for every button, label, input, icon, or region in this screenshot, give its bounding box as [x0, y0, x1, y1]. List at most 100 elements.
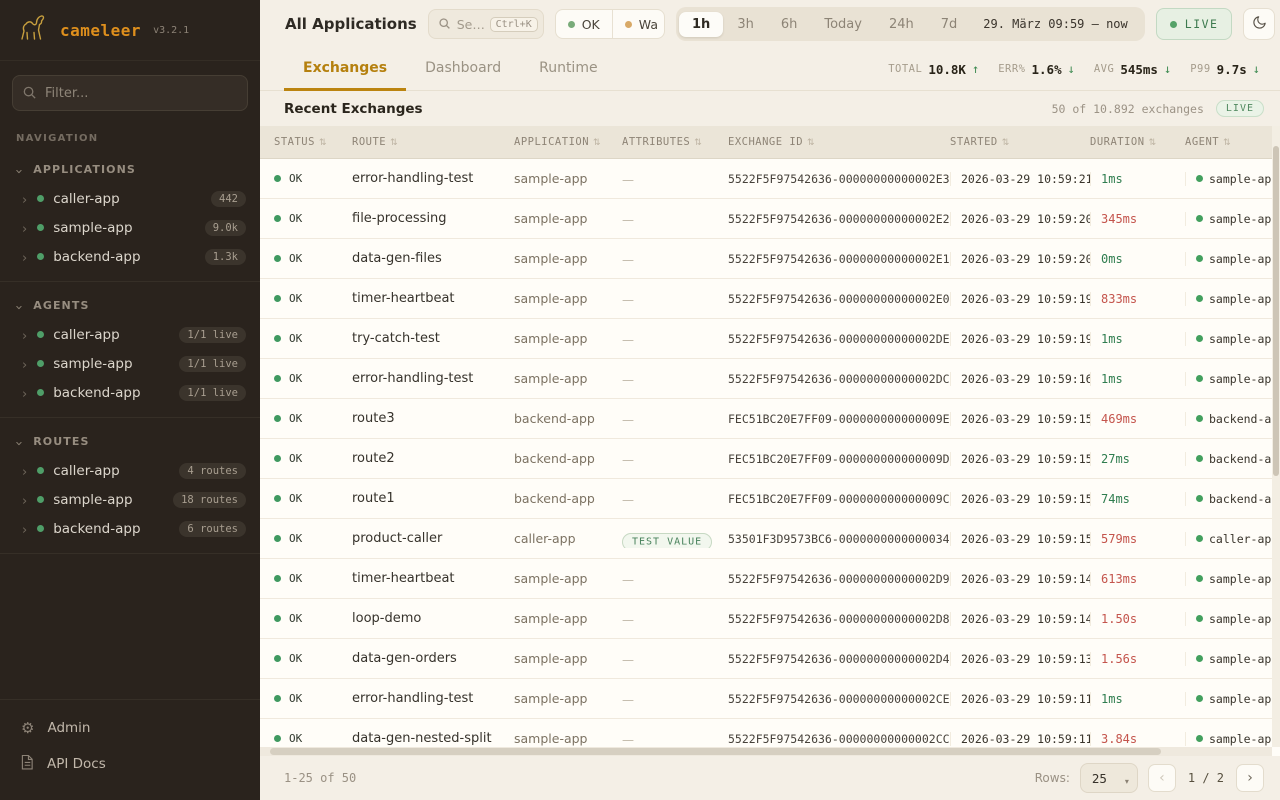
rows-per-page-select[interactable]: 25	[1079, 763, 1138, 793]
started-cell: 2026-03-29 10:59:20	[950, 211, 1090, 226]
chevron-right-icon	[22, 325, 27, 344]
chevron-right-icon	[22, 383, 27, 402]
sidebar-item-route[interactable]: sample-app 18 routes	[0, 485, 260, 514]
status-cell: OK	[274, 612, 352, 625]
time-range-button[interactable]: 1h	[679, 11, 724, 37]
table-row[interactable]: OK timer-heartbeat sample-app — 5522F5F9…	[260, 559, 1272, 599]
sidebar-item-route[interactable]: caller-app 4 routes	[0, 456, 260, 485]
status-label: OK	[289, 692, 303, 705]
sidebar-item-api-docs[interactable]: API Docs	[0, 746, 260, 782]
application-cell: sample-app	[514, 571, 588, 586]
search-input[interactable]: Se… Ctrl+K	[427, 9, 544, 39]
previous-page-button[interactable]: ‹	[1147, 764, 1176, 792]
table-row[interactable]: OK route3 backend-app — FEC51BC20E7FF09-…	[260, 399, 1272, 439]
filter-input[interactable]	[12, 75, 248, 111]
metric: P99 9.7s ↓	[1190, 62, 1260, 77]
app-version: v3.2.1	[153, 24, 190, 36]
sidebar-item-application[interactable]: caller-app 442	[0, 184, 260, 213]
column-header[interactable]: EXCHANGE ID	[728, 136, 950, 148]
status-filter-warn[interactable]: Wa	[611, 10, 664, 38]
time-range-options: 1h 3h 6h Today 24h 7d	[679, 11, 970, 37]
status-dot	[37, 496, 45, 503]
time-range-button[interactable]: Today	[824, 16, 862, 32]
table-row[interactable]: OK error-handling-test sample-app — 5522…	[260, 679, 1272, 719]
agent-status-dot	[1196, 655, 1203, 662]
sidebar-item-application[interactable]: sample-app 9.0k	[0, 213, 260, 242]
attributes-cell: —	[622, 489, 728, 508]
agent-status-dot	[1196, 295, 1203, 302]
section-meta: 50 of 10.892 exchanges LIVE	[1052, 100, 1264, 117]
table-row[interactable]: OK data-gen-nested-split sample-app — 55…	[260, 719, 1272, 756]
table-row[interactable]: OK product-caller caller-app TEST VALUE …	[260, 519, 1272, 559]
applications-section-header[interactable]: APPLICATIONS	[0, 154, 260, 184]
metric-label: TOTAL	[888, 63, 923, 75]
sidebar-item-agent[interactable]: caller-app 1/1 live	[0, 320, 260, 349]
route-cell: data-gen-nested-split	[352, 731, 492, 746]
tab[interactable]: Runtime	[539, 60, 598, 76]
theme-toggle-button[interactable]	[1243, 8, 1276, 40]
brand-name: cameleer	[60, 20, 142, 40]
exchange-id-cell: 5522F5F97542636-00000000000002E0	[728, 291, 950, 306]
agents-section-header[interactable]: AGENTS	[0, 290, 260, 320]
logo-row[interactable]: cameleer v3.2.1	[0, 0, 260, 61]
sidebar-item-route[interactable]: backend-app 6 routes	[0, 514, 260, 543]
time-range-button[interactable]: 3h	[737, 16, 754, 32]
horizontal-scrollbar-thumb[interactable]	[270, 748, 1161, 755]
exchange-id-cell: 53501F3D9573BC6-0000000000000034	[728, 531, 950, 546]
table-row[interactable]: OK timer-heartbeat sample-app — 5522F5F9…	[260, 279, 1272, 319]
column-header[interactable]: AGENT	[1185, 136, 1272, 148]
exchange-id-cell: FEC51BC20E7FF09-000000000000009C	[728, 491, 950, 506]
sidebar-item-agent[interactable]: backend-app 1/1 live	[0, 378, 260, 407]
column-header[interactable]: ROUTE	[352, 136, 514, 148]
table-row[interactable]: OK loop-demo sample-app — 5522F5F9754263…	[260, 599, 1272, 639]
time-range-button[interactable]: 6h	[780, 16, 798, 32]
exchange-id-cell: 5522F5F97542636-00000000000002CE	[728, 691, 950, 706]
navigation-label: NAVIGATION	[16, 133, 99, 144]
status-cell: OK	[274, 732, 352, 745]
column-header[interactable]: STATUS	[274, 136, 352, 148]
column-header[interactable]: DURATION	[1090, 136, 1185, 148]
time-range-button[interactable]: 7d	[940, 16, 958, 32]
table-row[interactable]: OK route1 backend-app — FEC51BC20E7FF09-…	[260, 479, 1272, 519]
date-range-display[interactable]: 29. März 09:59 — now	[983, 17, 1128, 31]
vertical-scrollbar-thumb[interactable]	[1273, 146, 1279, 476]
table-row[interactable]: OK error-handling-test sample-app — 5522…	[260, 359, 1272, 399]
table-row[interactable]: OK file-processing sample-app — 5522F5F9…	[260, 199, 1272, 239]
sidebar-item-badge: 1.3k	[204, 248, 246, 265]
table-row[interactable]: OK data-gen-orders sample-app — 5522F5F9…	[260, 639, 1272, 679]
table-row[interactable]: OK data-gen-files sample-app — 5522F5F97…	[260, 239, 1272, 279]
tab[interactable]: Dashboard	[425, 60, 502, 76]
agent-status-dot	[1196, 535, 1203, 542]
status-filter-ok[interactable]: OK	[556, 10, 612, 38]
table-row[interactable]: OK route2 backend-app — FEC51BC20E7FF09-…	[260, 439, 1272, 479]
pagination-controls: Rows: 25 ‹ 1 / 2 ›	[1035, 763, 1264, 793]
table-row[interactable]: OK try-catch-test sample-app — 5522F5F97…	[260, 319, 1272, 359]
trend-arrow-icon: ↓	[1252, 62, 1260, 76]
time-range-button[interactable]: 24h	[888, 16, 914, 32]
sort-icon	[593, 136, 601, 148]
table-row[interactable]: OK error-handling-test sample-app — 5522…	[260, 159, 1272, 199]
column-header[interactable]: APPLICATION	[514, 136, 622, 148]
agent-status-dot	[1196, 375, 1203, 382]
status-dot	[37, 389, 45, 396]
sidebar-item-application[interactable]: backend-app 1.3k	[0, 242, 260, 271]
live-toggle-button[interactable]: LIVE	[1155, 8, 1233, 40]
next-page-button[interactable]: ›	[1236, 764, 1264, 792]
routes-section-header[interactable]: ROUTES	[0, 426, 260, 456]
page-title: All Applications	[285, 15, 417, 33]
status-ok-dot	[274, 575, 281, 582]
column-header[interactable]: ATTRIBUTES	[622, 136, 728, 148]
agent-status-dot	[1196, 575, 1203, 582]
status-label: OK	[289, 252, 303, 265]
admin-label: Admin	[47, 720, 91, 736]
sidebar-item-agent[interactable]: sample-app 1/1 live	[0, 349, 260, 378]
exchange-id-cell: 5522F5F97542636-00000000000002E3	[728, 171, 950, 186]
tab[interactable]: Exchanges	[284, 48, 407, 91]
chevron-left-icon: ‹	[1159, 770, 1165, 786]
sidebar-item-admin[interactable]: ⚙ Admin	[0, 710, 260, 746]
status-dot	[37, 224, 45, 231]
agent-name: sample-app-1	[1209, 211, 1272, 226]
attributes-cell: —	[622, 569, 728, 588]
column-header[interactable]: STARTED	[950, 136, 1090, 148]
agent-cell: sample-app-1	[1185, 611, 1272, 626]
